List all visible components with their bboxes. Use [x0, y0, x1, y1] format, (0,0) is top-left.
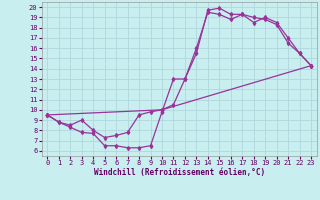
X-axis label: Windchill (Refroidissement éolien,°C): Windchill (Refroidissement éolien,°C) [94, 168, 265, 177]
